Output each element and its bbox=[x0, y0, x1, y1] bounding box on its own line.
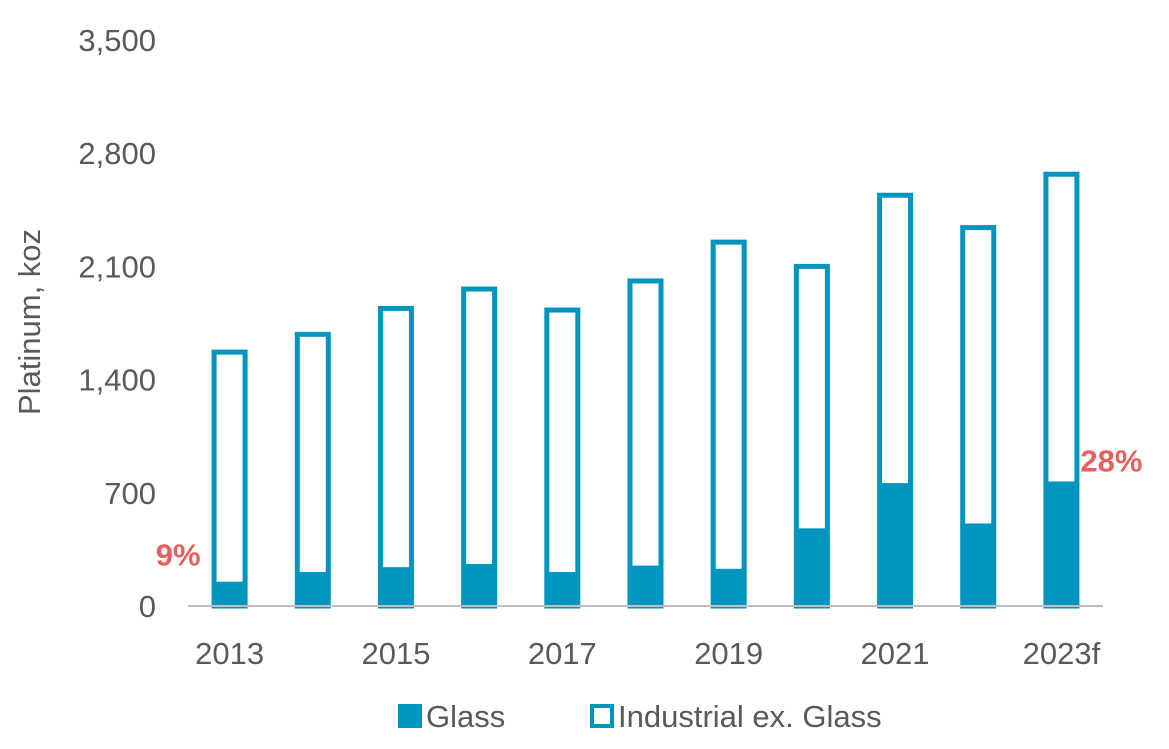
bar-industrial-ex-glass bbox=[294, 331, 331, 609]
x-tick-label: 2021 bbox=[861, 636, 930, 671]
bar-glass bbox=[295, 572, 330, 606]
bar-industrial-ex-glass bbox=[211, 349, 248, 609]
bar-glass bbox=[462, 563, 497, 606]
bar-glass bbox=[545, 572, 580, 606]
bar-industrial-ex-glass bbox=[544, 307, 581, 609]
legend: Glass Industrial ex. Glass bbox=[398, 699, 882, 734]
bar-glass bbox=[794, 528, 829, 606]
y-tick-label: 3,500 bbox=[78, 23, 156, 58]
legend-label-glass: Glass bbox=[426, 699, 505, 734]
bar-industrial-ex-glass bbox=[377, 305, 414, 609]
annotation-label: 28% bbox=[1080, 443, 1142, 478]
x-tick-label: 2013 bbox=[195, 636, 264, 671]
legend-swatch-glass bbox=[398, 704, 422, 728]
legend-label-industrial: Industrial ex. Glass bbox=[618, 699, 882, 734]
y-tick-label: 0 bbox=[139, 589, 156, 624]
bar-industrial-ex-glass bbox=[627, 278, 664, 609]
bars bbox=[211, 171, 1080, 609]
x-axis-ticks: 2013 2015 2017 2019 2021 2023f bbox=[195, 636, 1100, 671]
x-tick-label: 2023f bbox=[1023, 636, 1101, 671]
x-tick-label: 2017 bbox=[528, 636, 597, 671]
y-axis-label: Platinum, koz bbox=[12, 229, 47, 415]
annotations: 9% 28% bbox=[156, 443, 1143, 572]
legend-swatch-industrial bbox=[590, 704, 614, 728]
y-tick-label: 2,100 bbox=[78, 249, 156, 284]
x-tick-label: 2019 bbox=[694, 636, 763, 671]
bar-glass bbox=[378, 567, 413, 606]
x-tick-label: 2015 bbox=[361, 636, 430, 671]
bar-glass bbox=[628, 565, 663, 606]
bar-industrial-ex-glass bbox=[710, 239, 747, 609]
bar-glass bbox=[212, 581, 247, 606]
y-tick-label: 700 bbox=[104, 476, 156, 511]
y-axis-ticks: 0 700 1,400 2,100 2,800 3,500 bbox=[78, 23, 156, 624]
y-tick-label: 1,400 bbox=[78, 363, 156, 398]
bar-glass bbox=[878, 483, 913, 606]
bar-glass bbox=[961, 523, 996, 606]
bar-glass bbox=[711, 568, 746, 606]
bar-glass bbox=[1044, 481, 1079, 606]
annotation-label: 9% bbox=[156, 538, 201, 573]
bar-industrial-ex-glass bbox=[461, 286, 498, 609]
y-tick-label: 2,800 bbox=[78, 136, 156, 171]
